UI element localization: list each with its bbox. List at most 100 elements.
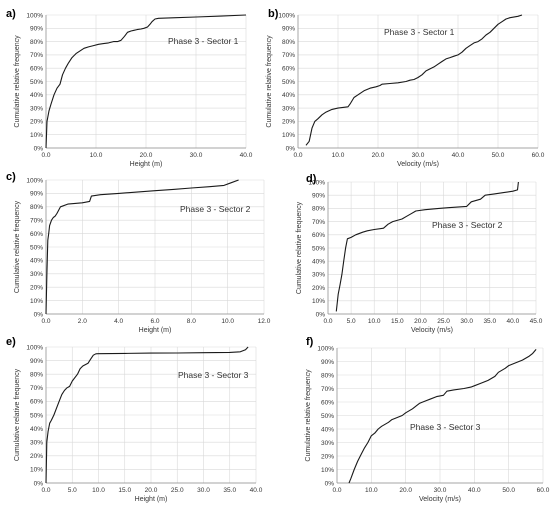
panel-f-ytick-6: 60% [321,399,334,406]
panel-b: 0% 10% 20% 30% 40% 50% 60% 70% 80% 90% 100% 0.0 10.0… [266,8,545,168]
panel-e-ytick-8: 80% [30,372,43,379]
panel-c-xtick-6: 12.0 [258,318,271,325]
panel-f-ytick-4: 40% [321,426,334,433]
panel-a-ytick-4: 40% [30,92,43,99]
panel-b-xtick-3: 30.0 [412,152,425,159]
panel-a-ytick-7: 70% [30,52,43,59]
panel-a-ytick-8: 80% [30,39,43,46]
panel-b-label: b) [268,8,279,20]
panel-a-ytick-5: 50% [30,79,43,86]
panel-e-xtick-7: 35.0 [223,487,236,494]
panel-d-ytick-8: 80% [312,206,325,213]
panel-c-ytick-4: 40% [30,258,43,265]
panel-b-xtick-2: 20.0 [372,152,385,159]
panel-b-ylabel: Cumulative relative frequency [266,35,273,128]
panel-d-ytick-3: 30% [312,272,325,279]
panel-f-xtick-5: 50.0 [502,487,515,494]
panel-e-ytick-7: 70% [30,385,43,392]
panel-c-ytick-1: 10% [30,298,43,305]
panel-f-ytick-10: 100% [317,345,334,352]
panel-b-ytick-1: 10% [282,132,295,139]
panel-c-xtick-1: 2.0 [78,318,87,325]
panel-d-xtick-3: 15.0 [391,318,404,325]
panel-c-ytick-0: 0% [34,311,44,318]
panel-b-ytick-10: 100% [278,12,295,19]
panel-d: 0% 10% 20% 30% 40% 50% 60% 70% 80% 90% 100% 0.0 5.0 1… [296,173,543,334]
panel-d-annotation: Phase 3 - Sector 2 [432,220,503,230]
panel-e-ytick-4: 40% [30,426,43,433]
panel-d-label: d) [306,173,317,185]
panel-f-ytick-1: 10% [321,467,334,474]
panel-c-ytick-10: 100% [26,177,43,184]
panel-a-ytick-1: 10% [30,132,43,139]
panel-f-xtick-6: 60.0 [537,487,550,494]
panel-a-xtick-4: 40.0 [240,152,253,159]
panel-f-ytick-0: 0% [325,480,335,487]
panel-f-xtick-1: 10.0 [365,487,378,494]
panel-c-series-0-line [45,179,239,315]
panel-d-xtick-4: 20.0 [414,318,427,325]
panel-b-xlabel: Velocity (m/s) [397,161,439,168]
panel-e: 0% 10% 20% 30% 40% 50% 60% 70% 80% 90% 100% 0.0 5.0 1… [6,336,263,503]
panel-b-ytick-0: 0% [286,145,296,152]
panel-f-ytick-8: 80% [321,372,334,379]
panel-f-label: f) [306,336,314,348]
panel-d-xtick-9: 45.0 [530,318,543,325]
panel-b-series-0-line [305,14,523,146]
panel-e-xtick-6: 30.0 [197,487,210,494]
panel-f-series-0-line [348,349,537,484]
panel-c-ytick-7: 70% [30,218,43,225]
panel-e-ytick-5: 50% [30,412,43,419]
panel-d-xtick-8: 40.0 [507,318,520,325]
panel-e-ytick-2: 20% [30,453,43,460]
panel-a-ytick-10: 100% [26,12,43,19]
panel-f-ytick-5: 50% [321,413,334,420]
panel-b-ytick-9: 90% [282,26,295,33]
panel-d-ytick-6: 60% [312,232,325,239]
panel-e-ytick-10: 100% [26,344,43,351]
panel-f-xtick-3: 30.0 [434,487,447,494]
panel-b-ytick-5: 50% [282,79,295,86]
panel-f: 0% 10% 20% 30% 40% 50% 60% 70% 80% 90% 100% 0.0 10.0… [305,336,550,503]
panel-a-ytick-2: 20% [30,119,43,126]
panel-b-ytick-8: 80% [282,39,295,46]
panel-c: 0% 10% 20% 30% 40% 50% 60% 70% 80% 90% 100% 0.0 2.0 4… [6,171,271,334]
panel-e-xtick-5: 25.0 [171,487,184,494]
panel-a-xtick-1: 10.0 [90,152,103,159]
panel-e-ytick-6: 60% [30,399,43,406]
panel-c-ytick-8: 80% [30,204,43,211]
panel-d-series-0-line [335,181,519,312]
panel-b-ytick-7: 70% [282,52,295,59]
panel-d-xtick-5: 25.0 [437,318,450,325]
panel-f-xtick-2: 20.0 [399,487,412,494]
panel-c-xtick-4: 8.0 [187,318,196,325]
panel-b-xtick-6: 60.0 [532,152,545,159]
panel-a-ylabel: Cumulative relative frequency [14,35,21,128]
panel-f-annotation: Phase 3 - Sector 3 [410,422,481,432]
panel-e-xtick-8: 40.0 [250,487,263,494]
panel-b-ytick-3: 30% [282,105,295,112]
panel-e-xlabel: Height (m) [135,496,168,503]
panel-d-ytick-10: 100% [308,179,325,186]
panel-d-ytick-4: 40% [312,259,325,266]
panel-e-ytick-3: 30% [30,440,43,447]
panel-e-xtick-3: 15.0 [118,487,131,494]
panel-e-xtick-2: 10.0 [92,487,105,494]
panel-d-ytick-2: 20% [312,285,325,292]
panel-e-label: e) [6,336,16,348]
panel-a-label: a) [6,8,16,20]
panel-d-xtick-1: 5.0 [347,318,356,325]
panel-e-series-0-line [45,346,249,484]
panel-c-label: c) [6,171,16,183]
panel-a-ytick-0: 0% [34,145,44,152]
panel-e-ytick-1: 10% [30,467,43,474]
panel-d-xtick-2: 10.0 [368,318,381,325]
panel-b-xtick-0: 0.0 [293,152,302,159]
panel-d-xtick-7: 35.0 [483,318,496,325]
panel-d-ytick-7: 70% [312,219,325,226]
panel-f-xtick-4: 40.0 [468,487,481,494]
panel-a-ytick-6: 60% [30,66,43,73]
panel-e-xtick-4: 20.0 [145,487,158,494]
panel-a-xtick-0: 0.0 [41,152,50,159]
